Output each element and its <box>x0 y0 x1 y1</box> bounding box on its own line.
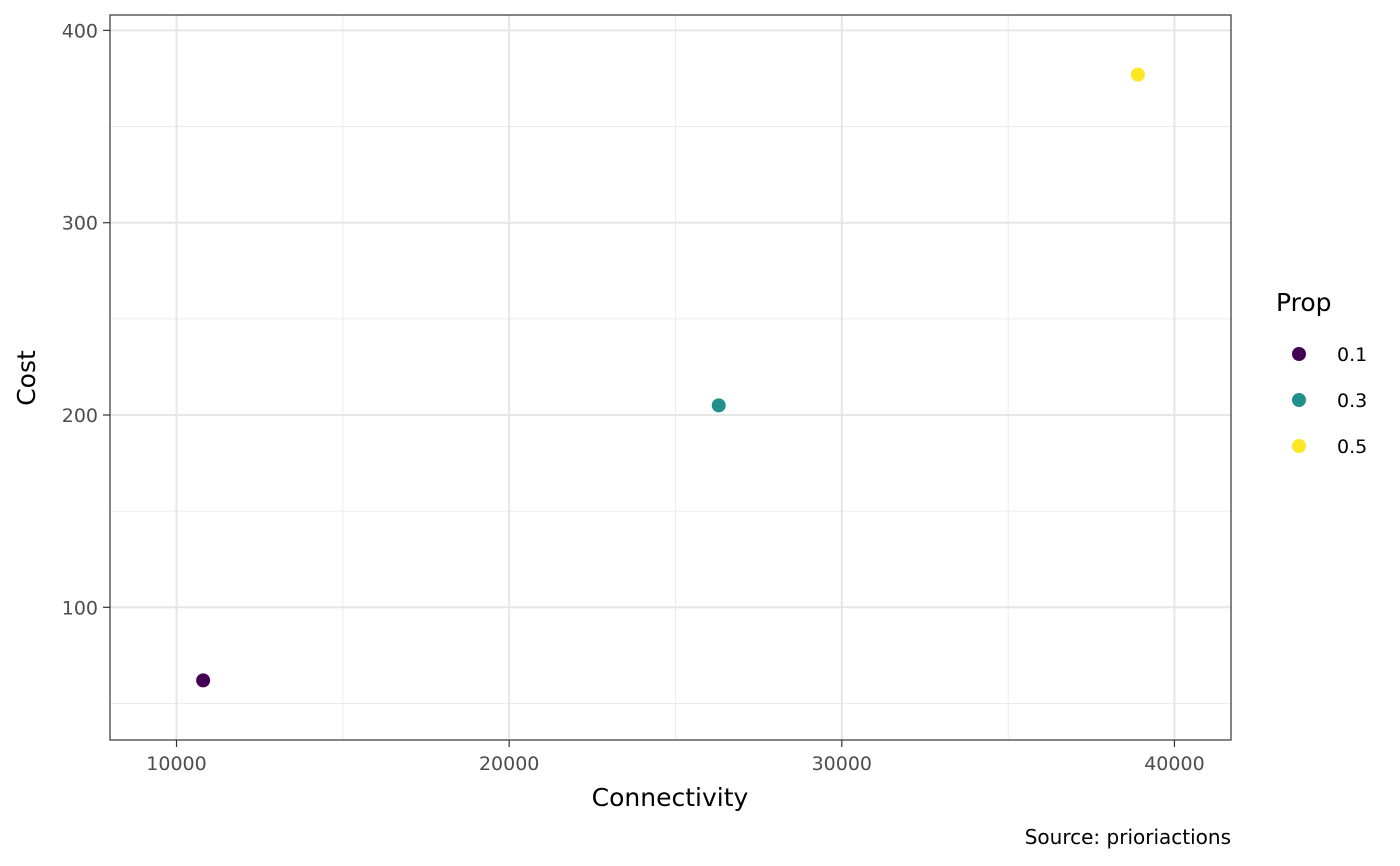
data-point-prop-0.1 <box>196 673 211 688</box>
chart-caption: Source: prioriactions <box>1025 825 1231 849</box>
x-tick-label: 30000 <box>812 753 872 775</box>
legend-title: Prop <box>1276 288 1332 317</box>
y-axis-title: Cost <box>12 350 41 406</box>
plot-border <box>109 14 1232 741</box>
x-axis-ticks: 10000 20000 30000 40000 <box>146 740 1205 775</box>
legend-key-0.5 <box>1292 439 1306 453</box>
legend-key-0.1 <box>1292 347 1306 361</box>
y-axis-ticks: 100 200 300 400 <box>62 20 110 619</box>
data-point-prop-0.3 <box>711 398 726 413</box>
x-tick-label: 40000 <box>1144 753 1204 775</box>
y-tick-label: 200 <box>62 405 98 427</box>
y-tick-label: 400 <box>62 20 98 42</box>
legend-label: 0.3 <box>1337 390 1367 412</box>
grid-major <box>110 15 1231 740</box>
data-point-prop-0.5 <box>1130 67 1145 82</box>
legend: 0.1 0.3 0.5 <box>1292 344 1367 458</box>
y-tick-label: 300 <box>62 213 98 235</box>
x-axis-title: Connectivity <box>592 783 749 812</box>
y-tick-label: 100 <box>62 597 98 619</box>
plot-background <box>110 15 1231 740</box>
grid-minor <box>110 15 1231 740</box>
x-tick-label: 20000 <box>479 753 539 775</box>
x-tick-label: 10000 <box>146 753 206 775</box>
legend-label: 0.1 <box>1337 344 1367 366</box>
legend-key-0.3 <box>1292 393 1306 407</box>
legend-label: 0.5 <box>1337 436 1367 458</box>
data-points <box>196 67 1145 688</box>
